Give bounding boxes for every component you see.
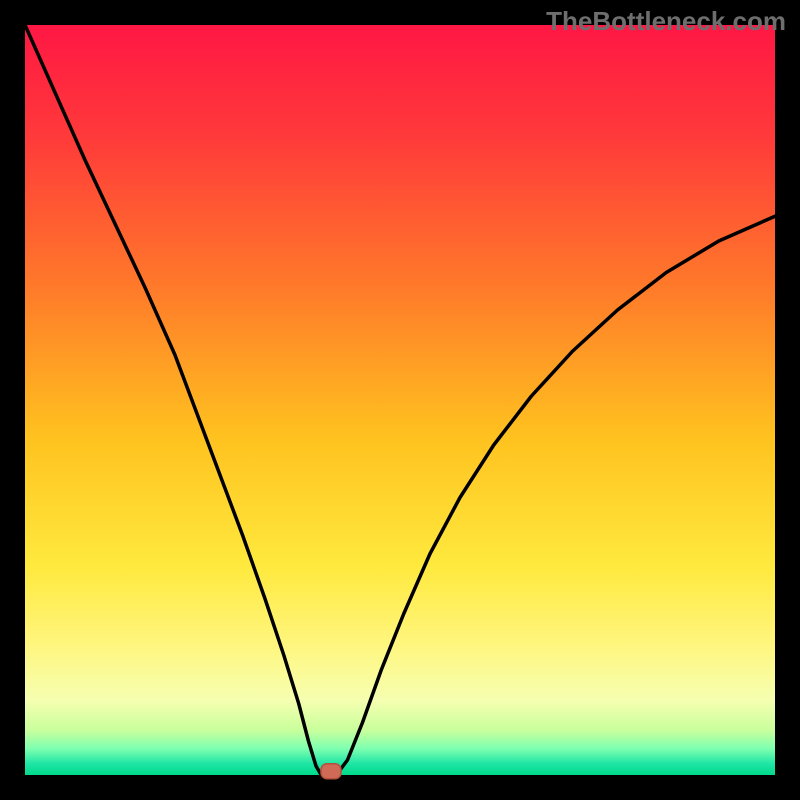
minimum-marker xyxy=(321,764,341,779)
bottleneck-curve-svg xyxy=(25,25,775,775)
watermark-text: TheBottleneck.com xyxy=(546,6,786,37)
curve-left-branch xyxy=(25,25,321,775)
chart-plot-area xyxy=(25,25,775,775)
curve-right-branch xyxy=(321,216,775,775)
